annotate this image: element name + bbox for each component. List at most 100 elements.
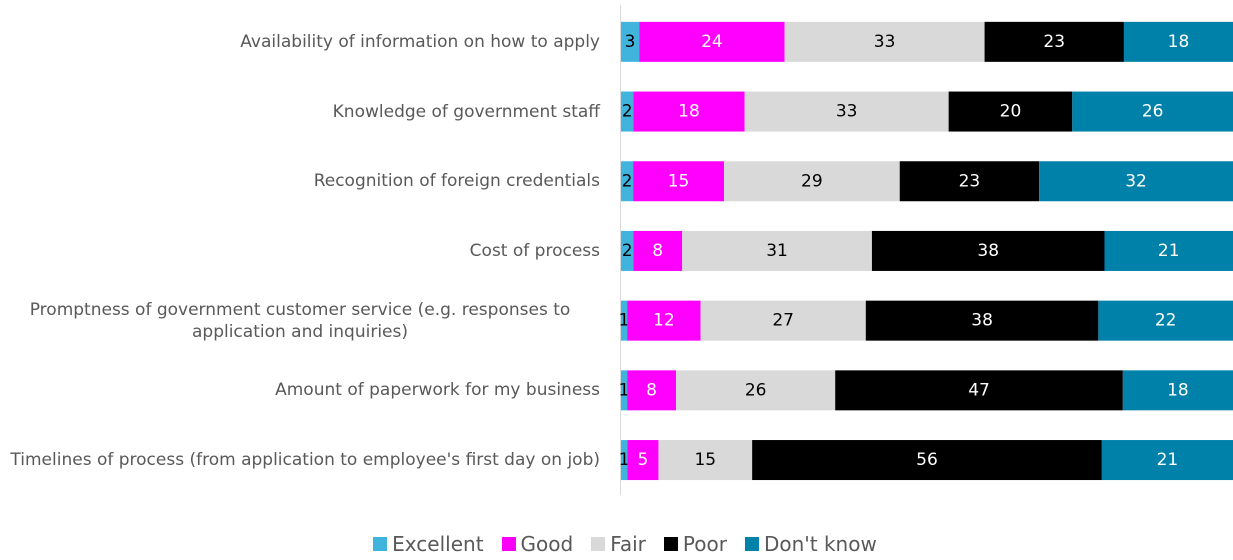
value-label: 27 <box>772 311 794 331</box>
value-label: 21 <box>1157 450 1179 470</box>
value-label: 2 <box>622 171 633 191</box>
value-label: 15 <box>668 171 690 191</box>
category-text: Knowledge of government staff <box>332 101 600 122</box>
bar-segment <box>1098 300 1233 341</box>
value-label: 12 <box>653 311 675 331</box>
value-label: 23 <box>959 171 981 191</box>
bar-segment <box>639 21 785 62</box>
bar-segment <box>621 370 628 411</box>
legend-label: Don't know <box>763 532 877 556</box>
category-label: Availability of information on how to ap… <box>0 31 600 53</box>
bar-segment <box>752 440 1102 481</box>
legend-item: Don't know <box>744 532 877 556</box>
value-label: 47 <box>968 380 990 400</box>
bar-segment <box>633 161 725 202</box>
value-label: 1 <box>619 311 630 331</box>
bar-segment <box>621 21 640 62</box>
value-label: 24 <box>701 32 723 52</box>
value-label: 32 <box>1125 171 1147 191</box>
category-label: Timelines of process (from application t… <box>0 449 600 471</box>
bar-segment <box>700 300 866 341</box>
legend-label: Good <box>520 532 574 556</box>
legend-swatch <box>501 537 516 551</box>
bar-segment <box>1072 91 1233 132</box>
bar-segment <box>784 21 985 62</box>
category-label: Cost of process <box>0 240 600 262</box>
legend-item: Good <box>501 532 574 556</box>
bar-segment <box>658 440 753 481</box>
value-label: 20 <box>1000 102 1022 122</box>
value-label: 1 <box>619 450 630 470</box>
value-label: 18 <box>1168 32 1190 52</box>
bar-segment <box>621 300 628 341</box>
bar-segment <box>1039 161 1233 202</box>
legend-swatch <box>744 537 759 551</box>
category-label: Recognition of foreign credentials <box>0 170 600 192</box>
category-label: Knowledge of government staff <box>0 101 600 123</box>
bar-segment <box>627 370 677 411</box>
category-text: Timelines of process (from application t… <box>10 450 600 471</box>
category-text: Amount of paperwork for my business <box>275 380 600 401</box>
value-label: 33 <box>874 32 896 52</box>
legend-item: Excellent <box>373 532 484 556</box>
legend-swatch <box>591 537 606 551</box>
bar-segment <box>633 91 745 132</box>
value-label: 38 <box>971 311 993 331</box>
bar-segment <box>621 161 634 202</box>
bar-segment <box>633 230 683 271</box>
bar-segment <box>1123 21 1233 62</box>
legend-label: Poor <box>682 532 727 556</box>
bar-segment <box>899 161 1040 202</box>
legend-swatch <box>373 537 388 551</box>
value-label: 22 <box>1155 311 1177 331</box>
bar-segment <box>1122 370 1233 411</box>
bar-segment <box>984 21 1124 62</box>
value-label: 2 <box>622 241 633 261</box>
value-label: 8 <box>646 380 657 400</box>
value-label: 18 <box>1167 380 1189 400</box>
bar-segment <box>676 370 836 411</box>
bar-segment <box>621 230 634 271</box>
value-label: 33 <box>836 102 858 122</box>
bar-segment <box>682 230 872 271</box>
category-text: Promptness of government customer servic… <box>29 299 571 342</box>
legend-item: Fair <box>591 532 646 556</box>
value-label: 18 <box>678 102 700 122</box>
bar-segment <box>1101 440 1233 481</box>
value-label: 8 <box>652 241 663 261</box>
value-label: 15 <box>694 450 716 470</box>
legend: Excellent Good Fair Poor Don't know <box>0 532 1233 556</box>
bar-segment <box>724 161 900 202</box>
bar-segment <box>865 300 1099 341</box>
value-label: 56 <box>916 450 938 470</box>
bar-segment <box>871 230 1105 271</box>
value-label: 5 <box>637 450 648 470</box>
bar-segment <box>1104 230 1233 271</box>
value-label: 31 <box>766 241 788 261</box>
category-text: Cost of process <box>469 240 600 261</box>
bar-segment <box>744 91 949 132</box>
value-label: 23 <box>1043 32 1065 52</box>
category-label: Amount of paperwork for my business <box>0 379 600 401</box>
bar-segment <box>621 440 628 481</box>
bar-segment <box>835 370 1123 411</box>
category-label: Promptness of government customer servic… <box>0 299 600 343</box>
category-text: Recognition of foreign credentials <box>313 171 600 192</box>
legend-label: Excellent <box>392 532 484 556</box>
chart: 3 24 33 23 182 18 33 20 262 15 29 23 322 8 31 38 211 12 27… <box>619 5 1233 495</box>
value-label: 29 <box>801 171 823 191</box>
category-text: Availability of information on how to ap… <box>240 31 600 52</box>
value-label: 38 <box>977 241 999 261</box>
legend-label: Fair <box>610 532 646 556</box>
value-label: 26 <box>1142 102 1164 122</box>
bar-segment <box>627 440 659 481</box>
bar-segment <box>621 91 634 132</box>
value-label: 3 <box>625 32 636 52</box>
value-label: 1 <box>619 380 630 400</box>
bar-segment <box>948 91 1073 132</box>
legend-item: Poor <box>663 532 727 556</box>
legend-swatch <box>663 537 678 551</box>
value-label: 21 <box>1158 241 1180 261</box>
value-label: 2 <box>622 102 633 122</box>
